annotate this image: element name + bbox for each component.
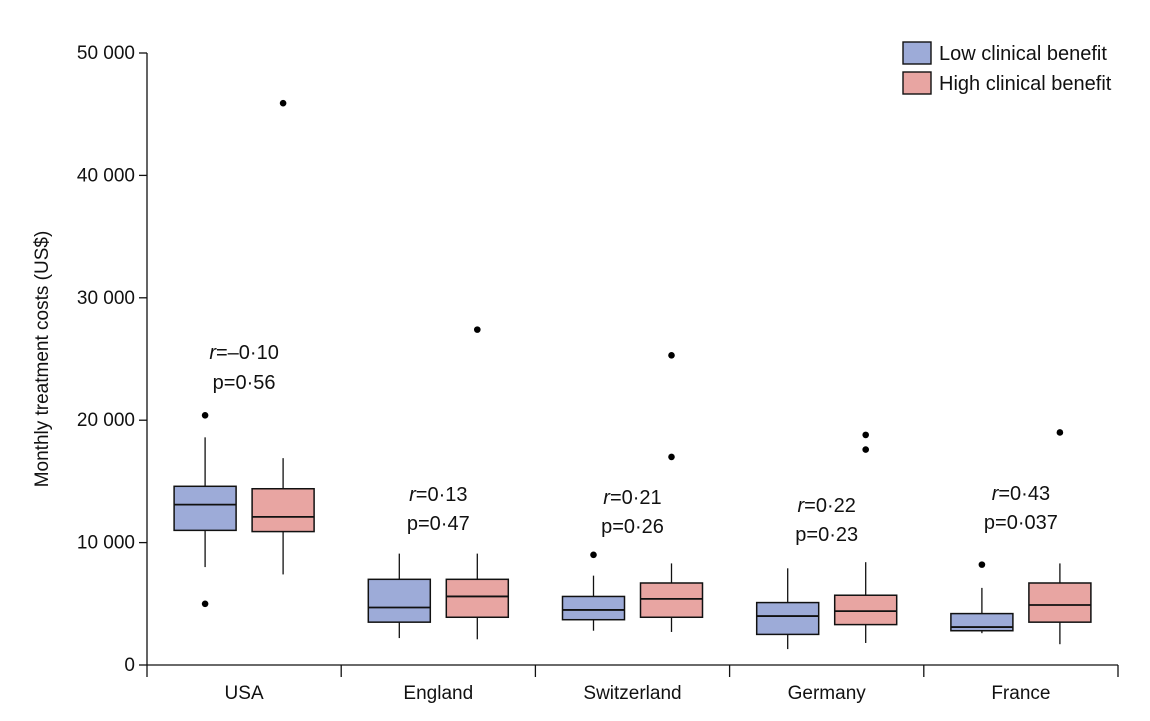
x-category-label: Germany xyxy=(788,683,867,704)
iqr-box xyxy=(367,578,432,623)
box-switzerland xyxy=(561,551,626,631)
r-value: =–0·10 xyxy=(216,342,279,364)
correlation-label: r=0·21 xyxy=(603,487,661,509)
legend-swatch xyxy=(902,41,932,65)
legend-label: High clinical benefit xyxy=(939,73,1112,95)
r-value: =0·21 xyxy=(610,487,662,509)
p-value-label: p=0·26 xyxy=(601,516,664,538)
outlier-point xyxy=(862,446,869,453)
y-axis-title: Monthly treatment costs (US$) xyxy=(32,231,53,488)
outlier-point xyxy=(1056,429,1064,436)
outlier-point xyxy=(668,352,675,359)
p-value-label: p=0·037 xyxy=(984,512,1058,534)
y-tick-label: 30 000 xyxy=(77,288,135,309)
y-tick-label: 20 000 xyxy=(77,410,135,431)
x-category-label: Switzerland xyxy=(583,683,681,704)
outlier-point xyxy=(862,431,869,439)
box-france xyxy=(950,561,1014,634)
y-tick-label: 50 000 xyxy=(77,43,135,64)
series-high-clinical-benefit xyxy=(251,99,1092,645)
r-symbol: r xyxy=(409,484,417,506)
box-usa xyxy=(251,99,315,575)
y-tick-label: 10 000 xyxy=(77,533,135,554)
annotations: r=–0·10p=0·56r=0·13p=0·47r=0·21p=0·26r=0… xyxy=(209,342,1058,546)
p-value-label: p=0·23 xyxy=(795,524,858,546)
outlier-point xyxy=(668,453,675,461)
r-symbol: r xyxy=(603,487,611,509)
x-axis: USA England Switzerland Germany France xyxy=(146,664,1119,704)
box-switzerland xyxy=(639,352,704,632)
correlation-label: r=0·43 xyxy=(992,483,1050,505)
legend-item-high: High clinical benefit xyxy=(902,71,1112,95)
p-value-label: p=0·56 xyxy=(213,372,276,394)
y-tick-label: 0 xyxy=(124,655,135,676)
correlation-label: r=0·13 xyxy=(409,484,467,506)
legend-label: Low clinical benefit xyxy=(939,43,1107,65)
iqr-box xyxy=(561,595,626,621)
iqr-box xyxy=(251,487,315,533)
annotation-england: r=0·13 p=0·47 xyxy=(407,484,470,535)
legend-swatch xyxy=(902,71,932,95)
series-low-clinical-benefit xyxy=(173,412,1014,650)
box-england xyxy=(367,553,432,639)
outlier-point xyxy=(201,412,209,419)
outlier-point xyxy=(978,561,986,568)
box-germany xyxy=(833,431,898,643)
iqr-box xyxy=(950,612,1014,632)
r-value: =0·43 xyxy=(998,483,1050,505)
x-category-label: England xyxy=(403,683,473,704)
legend-item-low: Low clinical benefit xyxy=(902,41,1107,65)
annotation-germany: r=0·22 p=0·23 xyxy=(795,495,858,546)
y-tick-label: 40 000 xyxy=(77,165,135,186)
annotation-switzerland: r=0·21 p=0·26 xyxy=(601,487,664,538)
correlation-label: r=–0·10 xyxy=(209,342,279,364)
r-symbol: r xyxy=(209,342,217,364)
box-germany xyxy=(755,568,820,650)
outlier-point xyxy=(201,600,209,608)
correlation-label: r=0·22 xyxy=(798,495,856,517)
iqr-box xyxy=(639,582,704,619)
box-series xyxy=(173,99,1092,650)
legend: Low clinical benefit High clinical benefi… xyxy=(902,41,1112,95)
r-value: =0·22 xyxy=(804,495,856,517)
iqr-box xyxy=(833,594,898,626)
outlier-point xyxy=(590,551,597,559)
r-symbol: r xyxy=(992,483,1000,505)
y-axis: 0 10 000 20 000 30 000 40 000 50 000 Monthly t… xyxy=(32,43,148,676)
annotation-france: r=0·43 p=0·037 xyxy=(984,483,1058,534)
box-usa xyxy=(173,412,237,608)
x-category-label: France xyxy=(991,683,1050,704)
x-category-label: USA xyxy=(225,683,264,704)
annotation-usa: r=–0·10 p=0·56 xyxy=(209,342,279,394)
box-france xyxy=(1028,429,1092,645)
iqr-box xyxy=(445,578,510,619)
iqr-box xyxy=(173,485,237,532)
iqr-box xyxy=(1028,582,1092,623)
r-value: =0·13 xyxy=(416,484,468,506)
p-value-label: p=0·47 xyxy=(407,513,470,535)
box-england xyxy=(445,326,510,640)
iqr-box xyxy=(755,601,820,636)
r-symbol: r xyxy=(798,495,806,517)
outlier-point xyxy=(279,99,287,107)
outlier-point xyxy=(474,326,481,333)
